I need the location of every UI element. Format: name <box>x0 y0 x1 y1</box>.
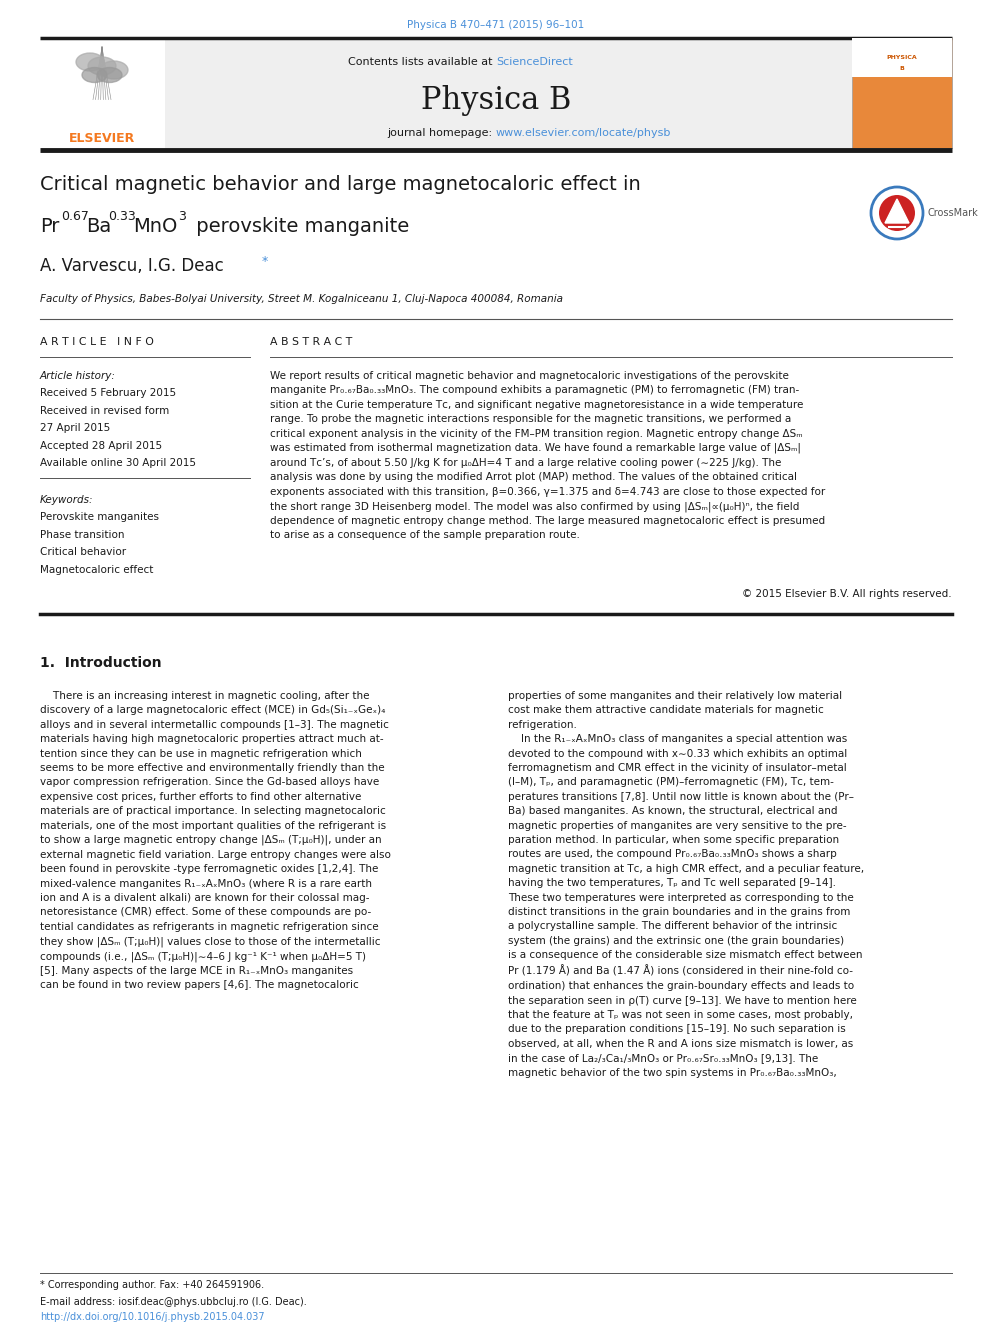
Text: CrossMark: CrossMark <box>927 208 978 218</box>
Text: A R T I C L E   I N F O: A R T I C L E I N F O <box>40 337 154 347</box>
Text: * Corresponding author. Fax: +40 264591906.: * Corresponding author. Fax: +40 2645919… <box>40 1279 264 1290</box>
Text: © 2015 Elsevier B.V. All rights reserved.: © 2015 Elsevier B.V. All rights reserved… <box>742 589 952 599</box>
Text: www.elsevier.com/locate/physb: www.elsevier.com/locate/physb <box>496 128 672 138</box>
Ellipse shape <box>97 67 122 82</box>
Bar <box>57 75 147 143</box>
Text: 3: 3 <box>178 210 186 224</box>
Text: Keywords:: Keywords: <box>40 495 93 505</box>
Text: PHYSICA: PHYSICA <box>887 56 918 61</box>
Text: A B S T R A C T: A B S T R A C T <box>270 337 352 347</box>
Text: Available online 30 April 2015: Available online 30 April 2015 <box>40 459 196 468</box>
Bar <box>165 38 852 148</box>
Text: Perovskite manganites: Perovskite manganites <box>40 512 159 523</box>
Text: MnO: MnO <box>133 217 178 235</box>
Text: E-mail address: iosif.deac@phys.ubbcluj.ro (I.G. Deac).: E-mail address: iosif.deac@phys.ubbcluj.… <box>40 1297 307 1307</box>
Text: Physica B: Physica B <box>421 85 571 116</box>
Text: We report results of critical magnetic behavior and magnetocaloric investigation: We report results of critical magnetic b… <box>270 370 825 540</box>
Text: Received 5 February 2015: Received 5 February 2015 <box>40 389 177 398</box>
Text: Accepted 28 April 2015: Accepted 28 April 2015 <box>40 441 162 451</box>
Ellipse shape <box>88 57 116 75</box>
Text: 0.33: 0.33 <box>108 210 136 224</box>
Text: Contents lists available at: Contents lists available at <box>348 57 496 67</box>
Text: Physica B 470–471 (2015) 96–101: Physica B 470–471 (2015) 96–101 <box>408 20 584 30</box>
Text: Magnetocaloric effect: Magnetocaloric effect <box>40 565 154 576</box>
Text: 1.  Introduction: 1. Introduction <box>40 656 162 669</box>
Text: ScienceDirect: ScienceDirect <box>496 57 572 67</box>
Text: Received in revised form: Received in revised form <box>40 406 170 415</box>
Circle shape <box>879 194 915 232</box>
Text: ELSEVIER: ELSEVIER <box>68 132 135 146</box>
Text: Ba: Ba <box>86 217 111 235</box>
Text: *: * <box>262 255 268 269</box>
Text: properties of some manganites and their relatively low material
cost make them a: properties of some manganites and their … <box>508 691 864 1077</box>
Bar <box>852 38 952 148</box>
Text: Phase transition: Phase transition <box>40 531 125 540</box>
Text: Pr: Pr <box>40 217 60 235</box>
Bar <box>852 38 952 77</box>
Text: Article history:: Article history: <box>40 370 116 381</box>
Text: Critical behavior: Critical behavior <box>40 548 126 557</box>
Text: perovskite manganite: perovskite manganite <box>190 217 410 235</box>
Text: B: B <box>900 66 905 71</box>
Polygon shape <box>885 198 909 224</box>
Text: 0.67: 0.67 <box>61 210 89 224</box>
Text: journal homepage:: journal homepage: <box>387 128 496 138</box>
Text: Faculty of Physics, Babes-Bolyai University, Street M. Kogalniceanu 1, Cluj-Napo: Faculty of Physics, Babes-Bolyai Univers… <box>40 294 563 304</box>
Ellipse shape <box>76 53 104 71</box>
Text: Critical magnetic behavior and large magnetocaloric effect in: Critical magnetic behavior and large mag… <box>40 175 641 194</box>
Text: There is an increasing interest in magnetic cooling, after the
discovery of a la: There is an increasing interest in magne… <box>40 691 391 991</box>
Ellipse shape <box>82 67 107 82</box>
Text: http://dx.doi.org/10.1016/j.physb.2015.04.037: http://dx.doi.org/10.1016/j.physb.2015.0… <box>40 1312 265 1322</box>
Text: A. Varvescu, I.G. Deac: A. Varvescu, I.G. Deac <box>40 257 224 275</box>
Text: 27 April 2015: 27 April 2015 <box>40 423 110 434</box>
Ellipse shape <box>100 61 128 79</box>
